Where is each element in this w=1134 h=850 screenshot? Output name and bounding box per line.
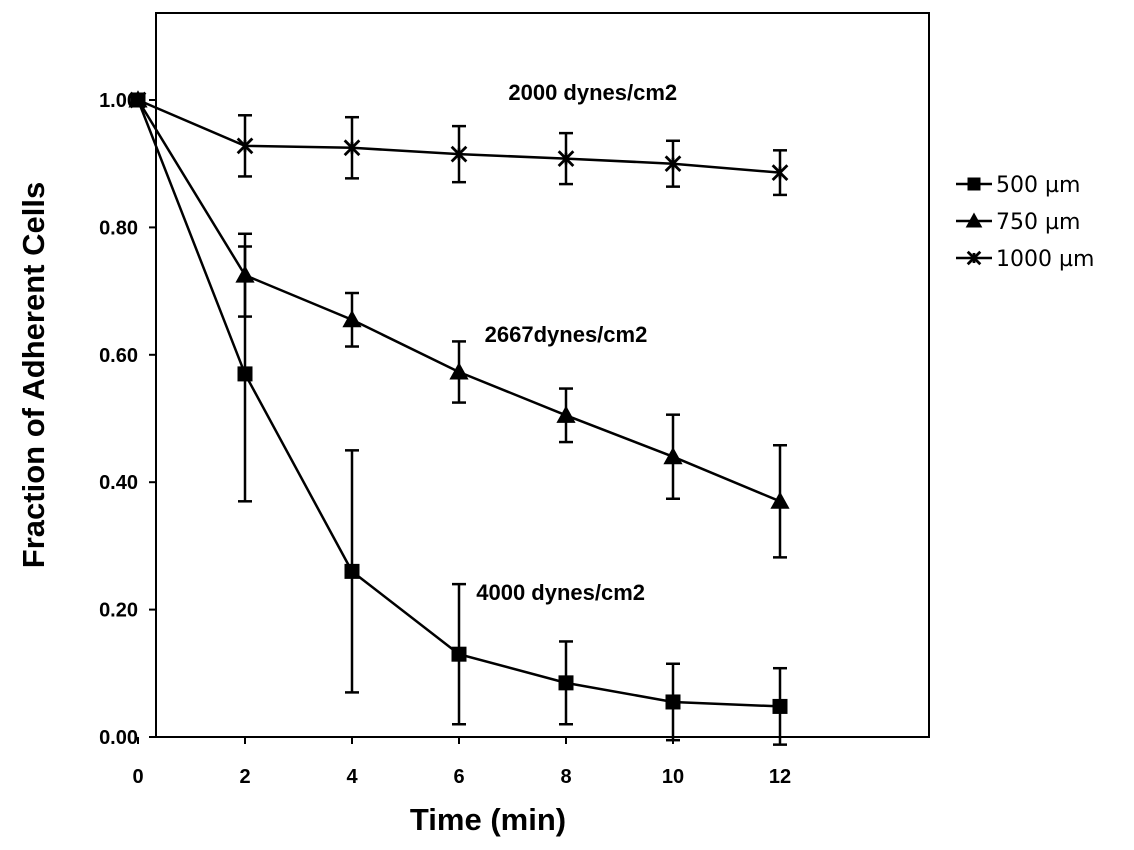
annotation-0: 2000 dynes/cm2	[508, 80, 677, 105]
legend-marker-0	[967, 177, 981, 191]
legend-label-0: 500 µm	[996, 173, 1080, 198]
series-1	[128, 90, 790, 559]
legend-marker-1	[965, 212, 983, 228]
y-tick-label-0.00: 0.00	[99, 727, 138, 749]
legend-entry-1: 750 µm	[956, 210, 1080, 235]
y-tick-label-0.80: 0.80	[99, 217, 138, 239]
point-1-6	[770, 491, 790, 509]
plot-area-frame	[155, 12, 930, 738]
legend-entry-0: 500 µm	[956, 173, 1080, 198]
legend-marker-2	[966, 250, 982, 266]
point-2-3	[450, 145, 468, 163]
series-0	[130, 92, 788, 746]
annotation-1: 2667dynes/cm2	[485, 322, 648, 347]
y-tick-label-0.60: 0.60	[99, 345, 138, 367]
legend-label-1: 750 µm	[996, 210, 1080, 235]
annotations-layer: 2000 dynes/cm2 2667dynes/cm2 4000 dynes/cm…	[476, 80, 677, 605]
series-layer	[128, 90, 790, 746]
legend: 500 µm 750 µm 1000 µm	[956, 173, 1094, 272]
legend-entry-2: 1000 µm	[956, 247, 1094, 272]
x-tick-label-6: 6	[453, 766, 464, 788]
y-axis-title: Fraction of Adherent Cells	[16, 182, 51, 568]
point-2-4	[557, 150, 575, 167]
point-2-6	[771, 164, 789, 181]
x-tick-label-2: 2	[239, 766, 250, 788]
ticks-layer: 0 2 4 6 8 10 12 0.00 0.20 0.40 0.60 0.80 1.00	[99, 90, 791, 788]
x-tick-label-4: 4	[346, 766, 358, 788]
point-1-1	[235, 265, 255, 283]
point-0-4	[558, 675, 574, 691]
point-2-2	[343, 139, 361, 157]
y-tick-label-1.00: 1.00	[99, 90, 138, 112]
y-tick-label-0.40: 0.40	[99, 472, 138, 494]
point-1-4	[556, 405, 576, 423]
point-0-5	[665, 694, 681, 710]
point-0-1	[237, 366, 253, 382]
x-tick-label-12: 12	[769, 766, 791, 788]
point-0-3	[451, 646, 467, 662]
point-2-1	[236, 137, 254, 155]
point-2-0	[129, 91, 147, 109]
x-axis-title: Time (min)	[410, 802, 566, 837]
point-1-5	[663, 446, 683, 465]
x-tick-label-0: 0	[132, 766, 143, 788]
x-tick-label-10: 10	[662, 766, 684, 788]
y-tick-label-0.20: 0.20	[99, 600, 138, 622]
annotation-2: 4000 dynes/cm2	[476, 580, 645, 605]
point-0-6	[772, 698, 788, 714]
point-0-2	[344, 563, 360, 579]
point-1-2	[342, 309, 362, 328]
legend-label-2: 1000 µm	[996, 247, 1094, 272]
point-1-3	[449, 362, 469, 380]
series-2	[129, 91, 789, 197]
x-tick-label-8: 8	[560, 766, 571, 788]
point-2-5	[664, 155, 682, 173]
